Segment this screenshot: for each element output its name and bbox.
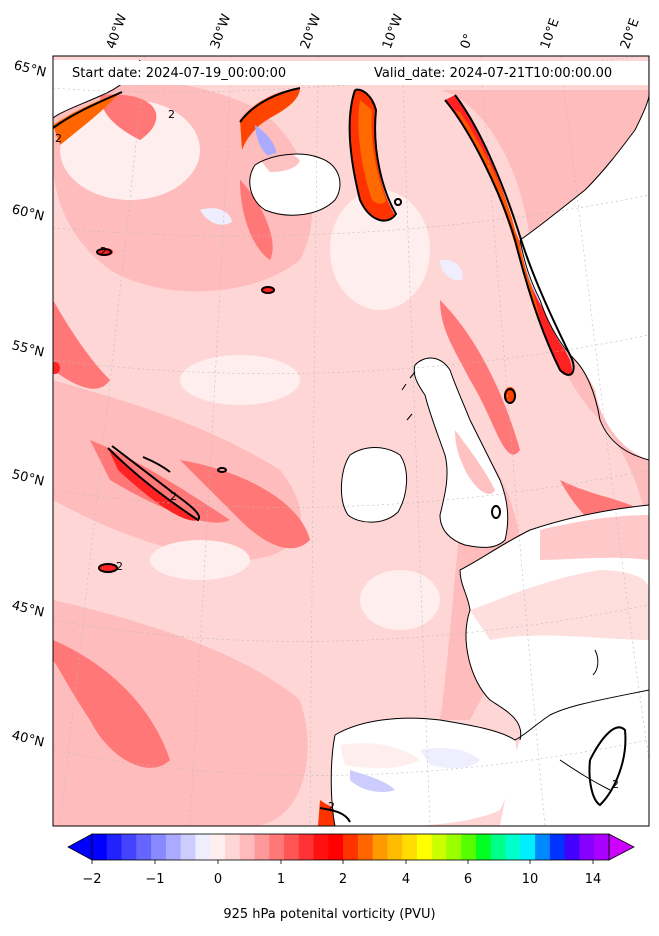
- contour-label: 2: [612, 778, 619, 791]
- colorbar-swatch: [328, 834, 344, 860]
- header-bar: [54, 61, 648, 85]
- pv-contours: [53, 87, 627, 823]
- colorbar-swatch: [151, 834, 167, 860]
- colorbar-swatch: [505, 834, 521, 860]
- colorbar-tick-label: 1: [276, 872, 286, 887]
- colorbar-swatch: [343, 834, 359, 860]
- colorbar-swatch: [372, 834, 388, 860]
- colorbar-tick-label: 2: [338, 872, 348, 887]
- colorbar-swatch: [269, 834, 285, 860]
- iberia: [331, 718, 517, 826]
- colorbar-swatch: [239, 834, 255, 860]
- colorbar-swatch: [416, 834, 433, 860]
- contour-label: 2: [328, 800, 335, 813]
- colorbar-tick-label: −2: [82, 872, 102, 887]
- colorbar-extend-low: [67, 833, 93, 861]
- contour-label: 2: [170, 490, 177, 503]
- colorbar-swatch: [594, 834, 610, 860]
- ireland: [341, 447, 407, 523]
- start-date-label: Start date: 2024-07-19_00:00:00: [72, 66, 287, 81]
- contour-label: 2: [168, 108, 175, 121]
- land-pv-overlay: [260, 152, 649, 792]
- colorbar-swatch: [461, 834, 477, 860]
- colorbar-title: 925 hPa potenital vorticity (PVU): [223, 907, 436, 922]
- colorbar-tick-label: −1: [145, 872, 165, 887]
- colorbar-swatch: [476, 834, 492, 860]
- colorbar-swatch: [106, 834, 123, 860]
- colorbar-swatch: [284, 834, 300, 860]
- colorbar-swatch: [121, 834, 137, 860]
- colorbar-tick-label: 0: [213, 872, 223, 887]
- colorbar-swatch: [357, 834, 374, 860]
- colorbar-swatch: [92, 834, 108, 860]
- scandinavia: [520, 95, 649, 460]
- map-area: [53, 56, 649, 826]
- colorbar-swatch: [136, 834, 152, 860]
- colorbar-swatch: [195, 834, 211, 860]
- pv-field-light: [60, 100, 440, 630]
- colorbar-swatch: [490, 834, 507, 860]
- colorbar-swatch: [298, 834, 315, 860]
- contour-label: 2: [55, 132, 62, 145]
- colorbar-swatch: [520, 834, 536, 860]
- colorbar-swatch: [431, 834, 448, 860]
- colorbar-swatch: [564, 834, 580, 860]
- colorbar-swatch: [535, 834, 551, 860]
- colorbar-swatch: [579, 834, 595, 860]
- graticule: [53, 56, 649, 826]
- colorbar-tick-label: 14: [584, 872, 602, 887]
- colorbar-swatch: [254, 834, 270, 860]
- colorbar-swatch: [180, 834, 196, 860]
- colorbar-swatch: [549, 834, 566, 860]
- contour-label: 2: [116, 560, 123, 573]
- colorbar-tick-label: 6: [463, 872, 473, 887]
- contour-label: 2: [100, 245, 107, 258]
- valid-date-label: Valid_date: 2024-07-21T10:00:00.00: [374, 66, 613, 81]
- colorbar-swatch: [210, 834, 226, 860]
- colorbar-swatch: [313, 834, 329, 860]
- colorbar-frame: [91, 833, 610, 861]
- colorbar-tick-label: 4: [401, 872, 411, 887]
- colorbar-swatch: [387, 834, 403, 860]
- colorbar-swatch: [165, 834, 182, 860]
- colorbar-tick-label: 10: [521, 872, 539, 887]
- colorbar-swatch: [224, 834, 241, 860]
- map-frame: [52, 55, 650, 827]
- coastlines: [53, 59, 649, 826]
- colorbar: [67, 833, 635, 864]
- colorbar-swatch: [446, 834, 462, 860]
- colorbar-extend-high: [608, 833, 635, 861]
- colorbar-swatch: [402, 834, 418, 860]
